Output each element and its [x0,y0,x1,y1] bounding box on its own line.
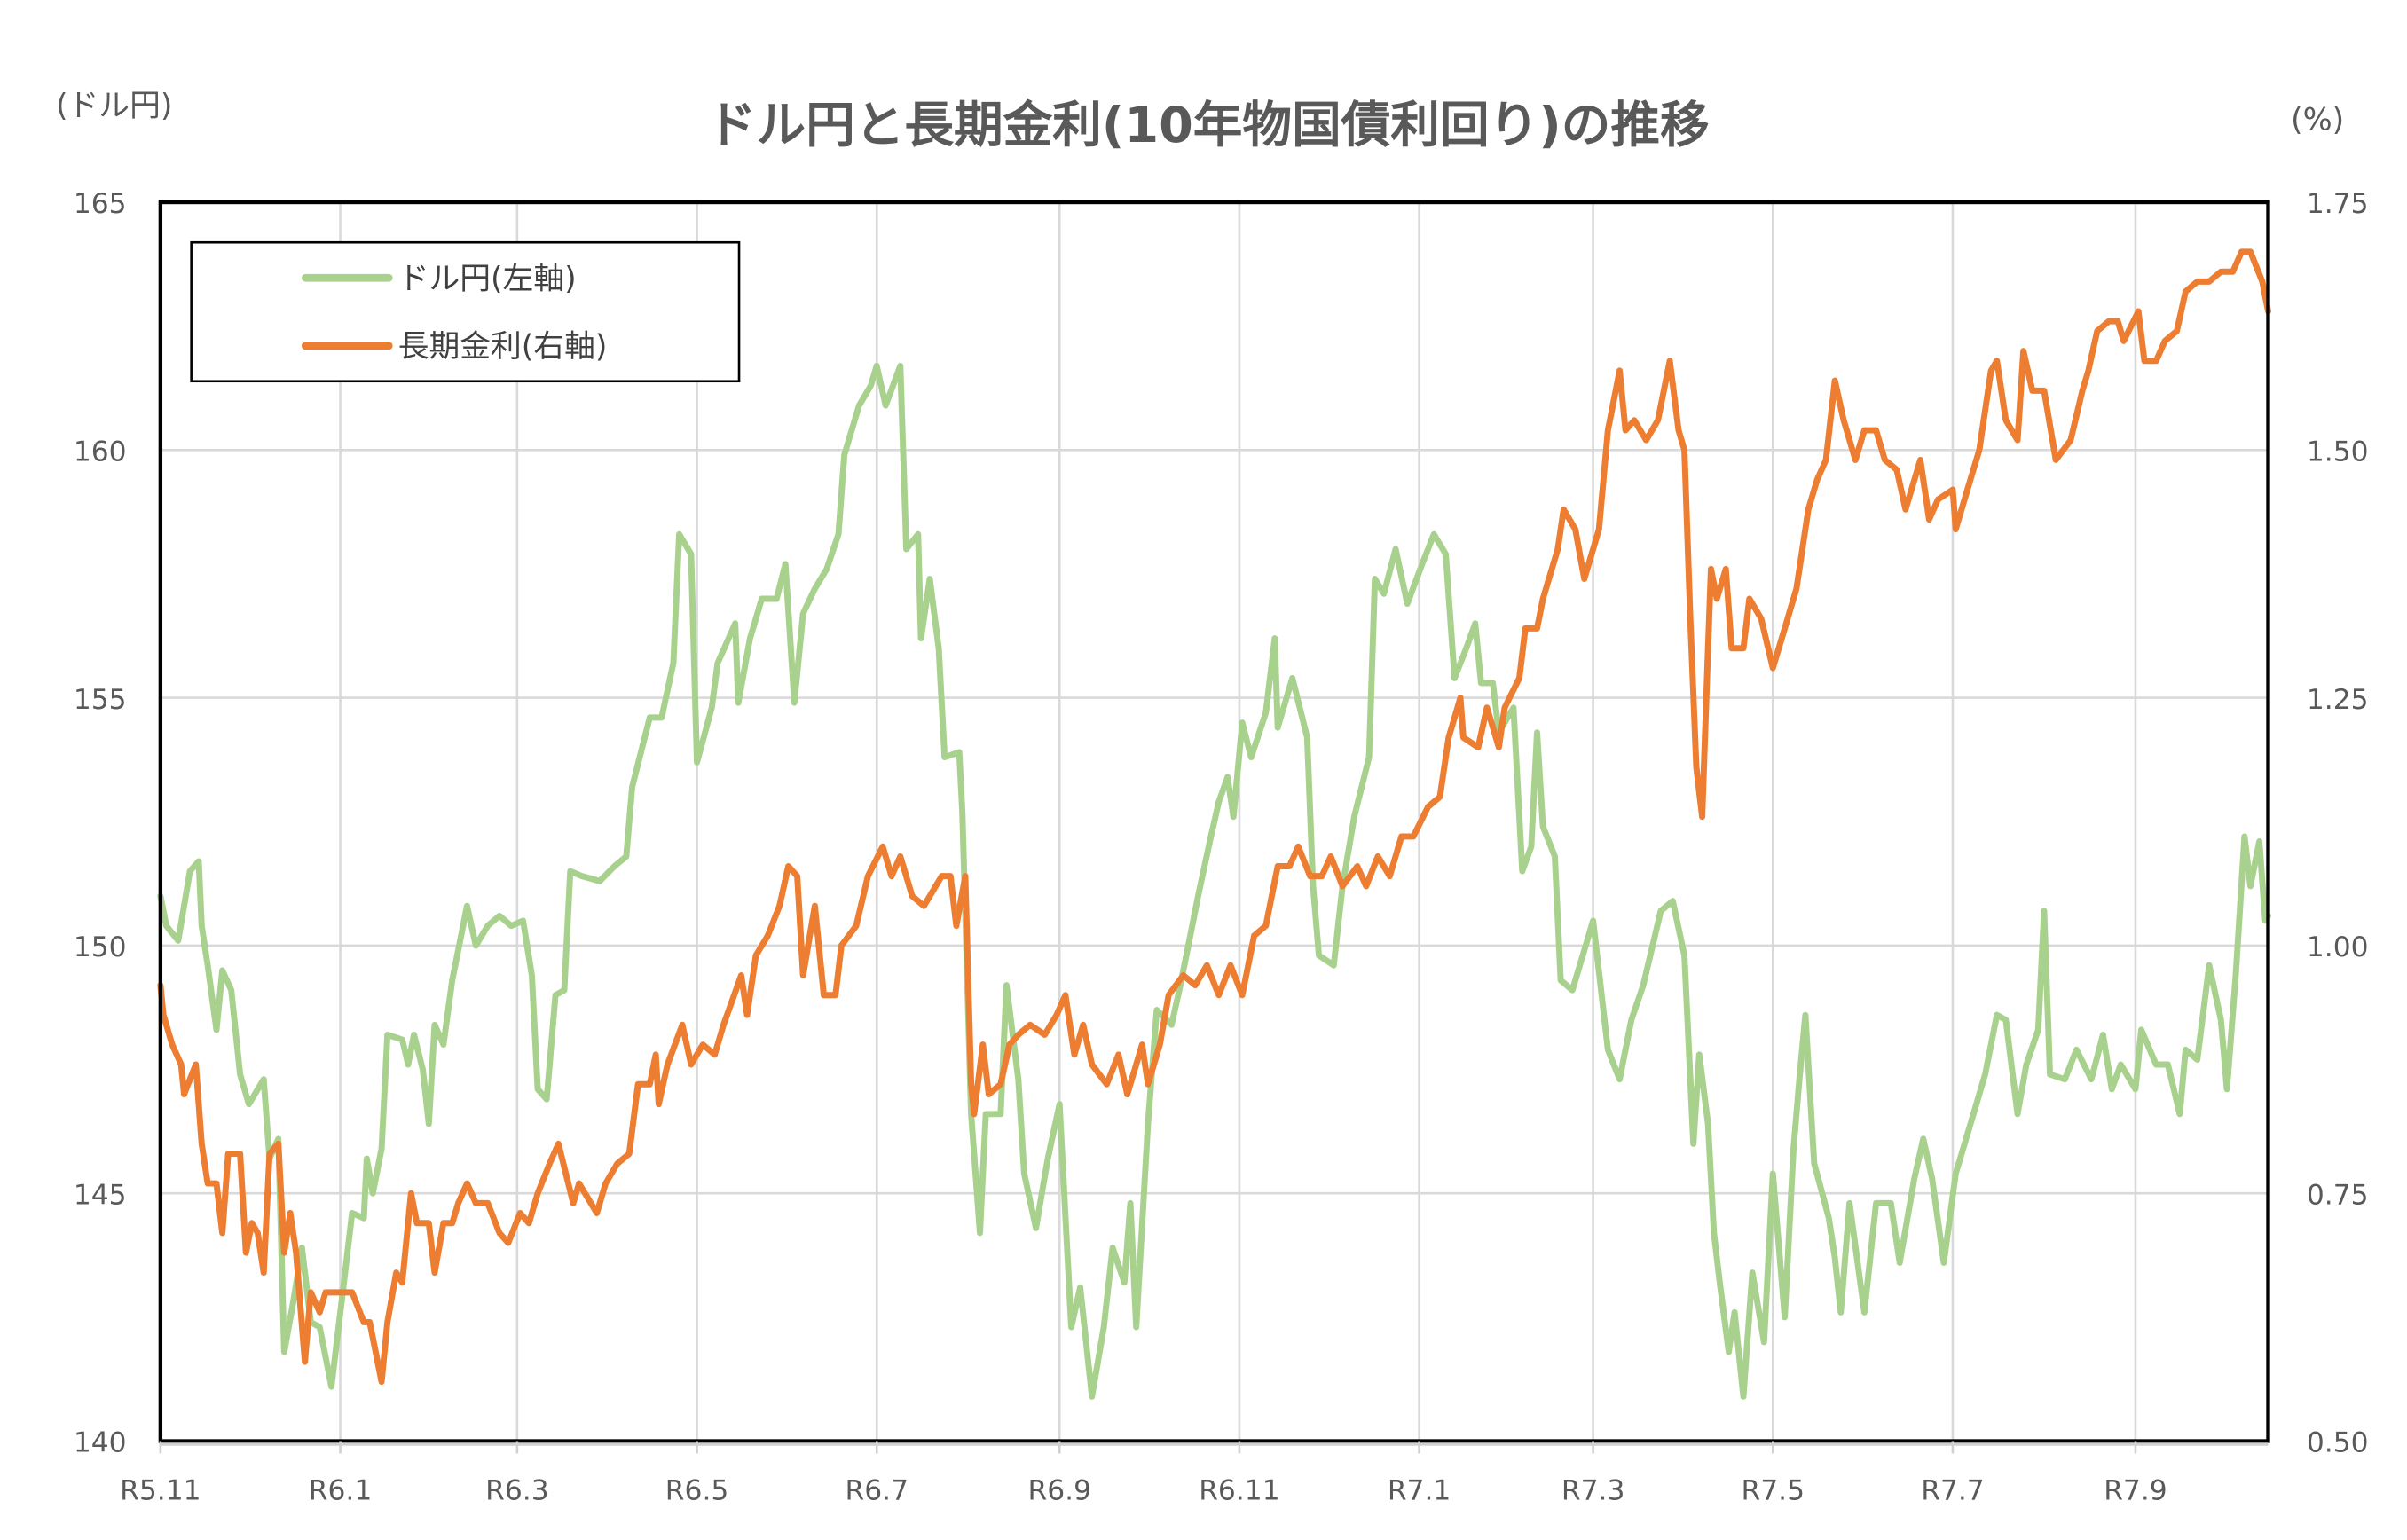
right-axis-tick-label: 1.25 [2307,684,2369,716]
right-axis-tick-label: 0.75 [2307,1179,2369,1211]
legend: ドル円(左軸) 長期金利(右軸) [190,240,741,383]
left-axis-tick-label: 155 [74,684,127,716]
series-line-jgb-yield [157,248,2271,1386]
left-axis-tick-label: 160 [74,436,127,468]
right-axis-ticks: 0.50 0.75 1.00 1.25 1.50 1.75 [2307,188,2369,1458]
left-axis-unit: (ドル円) [56,89,172,124]
left-axis-ticks: 140 145 150 155 160 165 [74,188,127,1458]
x-axis-tick-label: R6.5 [665,1475,729,1507]
legend-label-jgb-yield: 長期金利(右軸) [398,329,608,365]
left-axis-tick-label: 140 [74,1427,127,1459]
x-axis-tick-label: R7.9 [2104,1475,2167,1507]
x-axis-tick-label: R6.7 [845,1475,909,1507]
right-axis-tick-label: 1.00 [2307,931,2369,963]
plot-area-border [158,200,2270,1443]
chart-title: ドル円と長期金利(10年物国債利回り)の推移 [707,97,1710,154]
left-axis-tick-label: 145 [74,1179,127,1211]
left-axis-tick-label: 150 [74,931,127,963]
x-axis-tick-label: R6.3 [485,1475,549,1507]
x-axis-ticks: R5.11 R6.1 R6.3 R6.5 R6.7 R6.9 R6.11 R7.1 R7.3 R7… [120,1441,2167,1507]
x-axis-tick-label: R7.3 [1561,1475,1625,1507]
right-axis-tick-label: 0.50 [2307,1427,2369,1459]
x-axis-tick-label: R5.11 [120,1475,201,1507]
left-axis-tick-label: 165 [74,188,127,220]
x-axis-tick-label: R6.1 [309,1475,373,1507]
right-axis-tick-label: 1.50 [2307,436,2369,468]
legend-box [190,240,741,383]
series-lines [157,248,2271,1400]
x-axis-tick-label: R6.9 [1027,1475,1091,1507]
right-axis-unit: (%) [2291,102,2344,138]
legend-label-usdjpy: ドル円(左軸) [398,261,577,296]
x-axis-tick-label: R6.11 [1199,1475,1279,1507]
x-axis-tick-label: R7.5 [1742,1475,1805,1507]
gridlines [160,202,2269,1442]
x-axis-tick-label: R7.7 [1921,1475,1985,1507]
right-axis-tick-label: 1.75 [2307,188,2369,220]
series-line-usdjpy [157,362,2271,1400]
x-axis-tick-label: R7.1 [1388,1475,1451,1507]
